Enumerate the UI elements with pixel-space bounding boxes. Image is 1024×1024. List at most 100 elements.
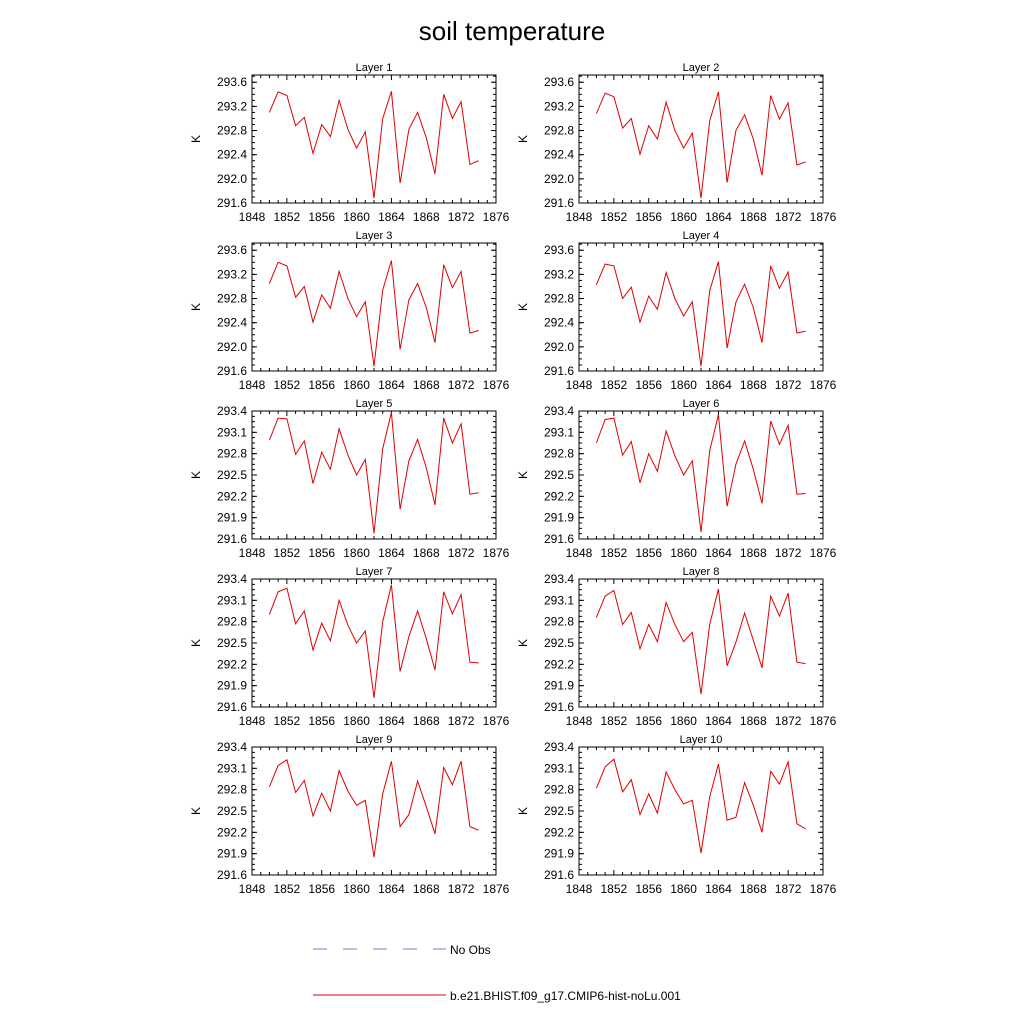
y-tick-label: 292.8	[217, 124, 247, 138]
x-tick-label: 1856	[635, 714, 662, 728]
x-tick-label: 1856	[308, 210, 335, 224]
x-tick-label: 1860	[670, 378, 697, 392]
y-axis-label: K	[189, 807, 203, 815]
series-line	[268, 412, 479, 534]
y-tick-label: 292.8	[217, 292, 247, 306]
panel-5: Layer 5 1848 1852 1856 1860 1864 1868 1872 1876 2…	[189, 398, 510, 560]
x-tick-label: 1848	[566, 378, 593, 392]
y-axis-label: K	[189, 303, 203, 311]
y-axis-label: K	[189, 471, 203, 479]
x-tick-label: 1860	[670, 882, 697, 896]
x-tick-label: 1876	[810, 714, 837, 728]
x-tick-label: 1876	[810, 210, 837, 224]
series-line	[268, 91, 479, 199]
panel-1: Layer 1 1848 1852 1856 1860 1864 1868 1872 1876 2…	[189, 62, 510, 224]
x-tick-label: 1848	[239, 546, 266, 560]
y-tick-label: 292.5	[544, 636, 574, 650]
x-tick-label: 1864	[705, 210, 732, 224]
x-tick-label: 1872	[775, 378, 802, 392]
y-tick-label: 292.2	[544, 489, 574, 503]
y-tick-label: 293.4	[544, 404, 574, 418]
legend-label-no-obs: No Obs	[450, 943, 491, 957]
x-tick-label: 1856	[308, 378, 335, 392]
x-tick-label: 1872	[448, 378, 475, 392]
x-tick-label: 1848	[566, 714, 593, 728]
y-tick-label: 292.8	[217, 783, 247, 797]
x-tick-label: 1860	[343, 210, 370, 224]
y-axis-label: K	[189, 135, 203, 143]
x-tick-label: 1848	[239, 714, 266, 728]
series-line	[595, 91, 806, 199]
x-tick-label: 1852	[601, 546, 628, 560]
y-axis-label: K	[516, 471, 530, 479]
x-tick-label: 1852	[274, 378, 301, 392]
y-tick-label: 291.6	[544, 196, 574, 210]
y-tick-label: 293.1	[544, 425, 574, 439]
series-line	[268, 260, 479, 367]
panel-4: Layer 4 1848 1852 1856 1860 1864 1868 1872 1876 2…	[516, 230, 837, 392]
x-tick-label: 1868	[740, 546, 767, 560]
x-tick-label: 1864	[378, 714, 405, 728]
y-tick-label: 291.6	[544, 868, 574, 882]
plot-frame	[251, 410, 497, 540]
x-tick-label: 1868	[413, 714, 440, 728]
y-tick-label: 291.6	[217, 700, 247, 714]
series-line	[595, 588, 806, 695]
x-tick-label: 1872	[775, 546, 802, 560]
panel-title: Layer 1	[356, 62, 393, 74]
y-tick-label: 292.8	[544, 783, 574, 797]
series-line	[595, 758, 806, 854]
x-tick-label: 1856	[635, 546, 662, 560]
x-tick-label: 1860	[670, 210, 697, 224]
x-tick-label: 1856	[308, 882, 335, 896]
panel-title: Layer 3	[356, 230, 393, 242]
y-tick-label: 293.6	[217, 243, 247, 257]
x-tick-label: 1868	[413, 546, 440, 560]
plot-frame	[578, 242, 824, 372]
y-tick-label: 293.6	[544, 243, 574, 257]
y-tick-label: 293.4	[217, 572, 247, 586]
x-tick-label: 1872	[448, 210, 475, 224]
panel-9: Layer 9 1848 1852 1856 1860 1864 1868 1872 1876 2…	[189, 734, 510, 896]
x-tick-label: 1856	[635, 210, 662, 224]
x-tick-label: 1864	[705, 882, 732, 896]
y-tick-label: 292.8	[544, 615, 574, 629]
series-line	[595, 261, 806, 367]
y-tick-label: 291.6	[217, 196, 247, 210]
x-tick-label: 1856	[635, 378, 662, 392]
series-line	[268, 584, 479, 698]
x-tick-label: 1860	[343, 546, 370, 560]
x-tick-label: 1872	[448, 546, 475, 560]
y-tick-label: 293.1	[217, 425, 247, 439]
y-tick-label: 291.6	[544, 364, 574, 378]
y-tick-label: 291.6	[217, 364, 247, 378]
x-tick-label: 1848	[566, 546, 593, 560]
x-tick-label: 1864	[705, 714, 732, 728]
y-tick-label: 292.2	[217, 657, 247, 671]
y-tick-label: 293.1	[544, 593, 574, 607]
plot-frame	[251, 242, 497, 372]
y-tick-label: 292.5	[544, 804, 574, 818]
y-tick-label: 292.2	[544, 825, 574, 839]
x-tick-label: 1852	[274, 210, 301, 224]
x-tick-label: 1852	[274, 882, 301, 896]
x-tick-label: 1876	[483, 378, 510, 392]
panel-title: Layer 6	[683, 398, 720, 410]
x-tick-label: 1872	[775, 714, 802, 728]
y-axis-label: K	[516, 639, 530, 647]
plot-frame	[578, 410, 824, 540]
y-tick-label: 292.8	[544, 292, 574, 306]
x-tick-label: 1872	[775, 882, 802, 896]
x-tick-label: 1860	[670, 546, 697, 560]
x-tick-label: 1872	[448, 882, 475, 896]
y-tick-label: 292.2	[544, 657, 574, 671]
y-tick-label: 293.6	[217, 75, 247, 89]
panel-title: Layer 10	[680, 734, 723, 746]
x-tick-label: 1860	[343, 714, 370, 728]
x-tick-label: 1864	[705, 546, 732, 560]
y-tick-label: 293.2	[544, 267, 574, 281]
x-tick-label: 1852	[274, 546, 301, 560]
x-tick-label: 1876	[810, 378, 837, 392]
y-tick-label: 293.1	[217, 593, 247, 607]
